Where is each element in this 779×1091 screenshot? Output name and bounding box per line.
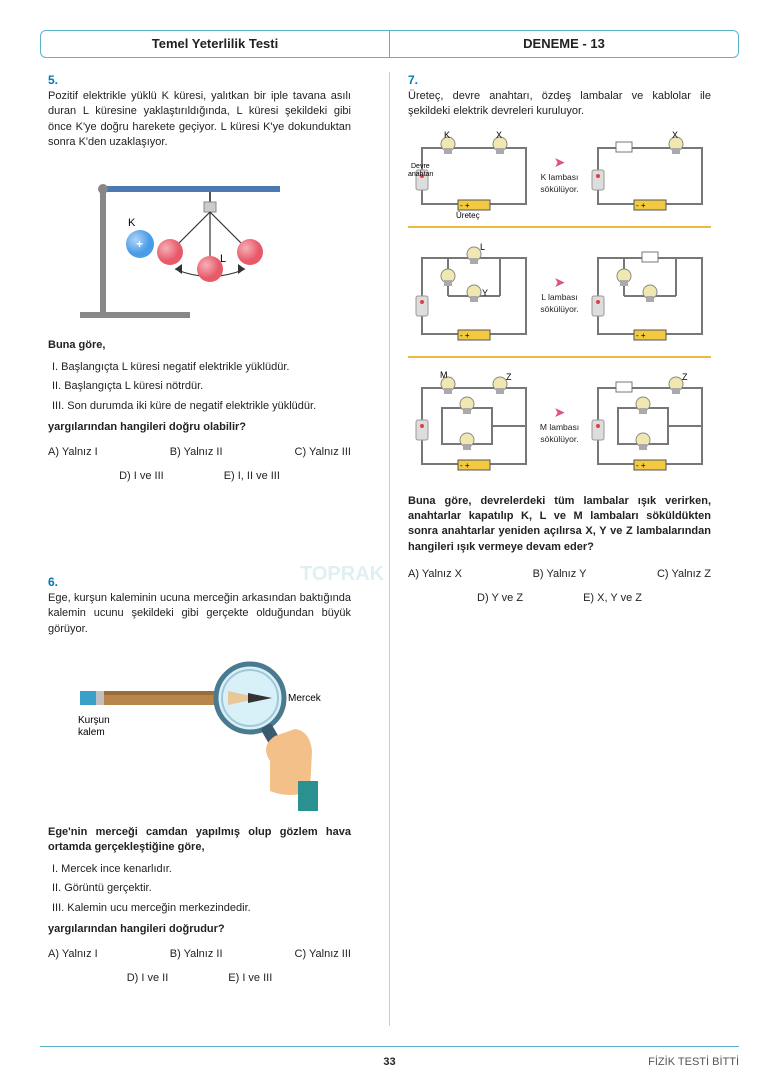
svg-text:Devre: Devre — [411, 163, 430, 170]
q5-figure: + K L — [48, 164, 351, 324]
arrow-icon: ➤ — [535, 273, 584, 293]
stand-base-icon — [80, 312, 190, 318]
arrow-icon: ➤ — [535, 153, 584, 173]
page-footer: 33 FİZİK TESTİ BİTTİ — [40, 1046, 739, 1070]
svg-text:M: M — [440, 370, 448, 380]
q6-choice-c[interactable]: C) Yalnız III — [295, 947, 351, 962]
q6-statement-3: III. Kalemin ucu merceğin merkezindedir. — [52, 901, 351, 916]
eraser-icon — [80, 691, 96, 705]
q5-choice-a[interactable]: A) Yalnız I — [48, 445, 98, 460]
q5-ask: yargılarından hangileri doğru olabilir? — [48, 420, 351, 435]
header-left-title: Temel Yeterlilik Testi — [41, 31, 390, 57]
page-header: Temel Yeterlilik Testi DENEME - 13 — [40, 30, 739, 58]
q6-choice-e[interactable]: E) I ve III — [228, 971, 272, 986]
svg-text:Y: Y — [482, 288, 488, 298]
circuit-row-3: M Z - + ➤ M lambası sökülüyor. — [408, 370, 711, 480]
question-number: 6. — [48, 574, 66, 591]
arrow-icon: ➤ — [535, 403, 584, 423]
q7-choice-c[interactable]: C) Yalnız Z — [657, 567, 711, 582]
q7-lead: Buna göre, devrelerdeki tüm lambalar ışı… — [408, 494, 711, 556]
question-text: Ege, kurşun kaleminin ucuna merceğin ark… — [48, 591, 351, 637]
question-6: 6. Ege, kurşun kaleminin ucuna merceğin … — [48, 574, 371, 986]
circuit-row-2: L Y - + ➤ L lambası sökülüyor. — [408, 240, 711, 350]
ball-l-left-icon — [157, 239, 183, 265]
top-bar-icon — [100, 186, 280, 192]
q5-statement-3: III. Son durumda iki küre de negatif ele… — [52, 399, 351, 414]
transition-3: M lambası sökülüyor. — [535, 422, 584, 446]
svg-text:X: X — [496, 130, 502, 140]
q5-choice-d[interactable]: D) I ve III — [119, 469, 164, 484]
q6-lead: Ege'nin merceği camdan yapılmış olup göz… — [48, 825, 351, 856]
transition-2: L lambası sökülüyor. — [535, 292, 584, 316]
svg-text:- +: - + — [636, 461, 646, 470]
ferrule-icon — [96, 691, 104, 705]
svg-text:anahtarı: anahtarı — [408, 171, 434, 178]
circuit-mz-before: M Z - + — [408, 370, 535, 480]
page-number: 33 — [383, 1055, 395, 1070]
pencil-label: Kurşun — [78, 715, 110, 726]
q5-choice-c[interactable]: C) Yalnız III — [295, 445, 351, 460]
q6-choice-a[interactable]: A) Yalnız I — [48, 947, 98, 962]
q7-choice-b[interactable]: B) Yalnız Y — [533, 567, 587, 582]
circuit-kx-before: K X Devreanahtarı - + Üreteç — [408, 130, 535, 220]
transition-1: K lambası sökülüyor. — [535, 172, 584, 196]
svg-text:L: L — [480, 242, 485, 252]
lens-label: Mercek — [288, 693, 322, 704]
circuit-kx-after: X - + — [584, 130, 711, 220]
divider-icon — [408, 356, 711, 360]
q7-choice-a[interactable]: A) Yalnız X — [408, 567, 462, 582]
pivot-box-icon — [204, 202, 216, 212]
question-text: Pozitif elektrikle yüklü K küresi, yalıt… — [48, 89, 351, 151]
svg-text:Üreteç: Üreteç — [456, 211, 480, 220]
q6-choice-d[interactable]: D) I ve II — [127, 971, 169, 986]
q6-statement-1: I. Mercek ince kenarlıdır. — [52, 862, 351, 877]
stand-pole-icon — [100, 189, 106, 314]
q7-choice-d[interactable]: D) Y ve Z — [477, 591, 523, 606]
q6-statement-2: II. Görüntü gerçektir. — [52, 881, 351, 896]
q5-statement-1: I. Başlangıçta L küresi negatif elektrik… — [52, 360, 351, 375]
question-text: Üreteç, devre anahtarı, özdeş lambalar v… — [408, 89, 711, 120]
question-number: 7. — [408, 72, 426, 89]
svg-text:- +: - + — [636, 201, 646, 210]
svg-text:- +: - + — [460, 201, 470, 210]
q5-choice-e[interactable]: E) I, II ve III — [224, 469, 280, 484]
svg-text:- +: - + — [636, 331, 646, 340]
svg-text:+: + — [136, 237, 143, 251]
footer-right-text: FİZİK TESTİ BİTTİ — [648, 1055, 739, 1070]
label-k: K — [128, 217, 136, 229]
question-7: 7. Üreteç, devre anahtarı, özdeş lambala… — [408, 72, 731, 606]
svg-text:- +: - + — [460, 461, 470, 470]
svg-text:- +: - + — [460, 331, 470, 340]
circuit-ly-before: L Y - + — [408, 240, 535, 350]
q5-choice-b[interactable]: B) Yalnız II — [170, 445, 223, 460]
q6-choice-b[interactable]: B) Yalnız II — [170, 947, 223, 962]
header-right-title: DENEME - 13 — [390, 31, 738, 57]
question-number: 5. — [48, 72, 66, 89]
q6-ask: yargılarından hangileri doğrudur? — [48, 922, 351, 937]
divider-icon — [408, 226, 711, 230]
label-l: L — [220, 253, 226, 265]
svg-text:Z: Z — [682, 372, 688, 382]
svg-text:kalem: kalem — [78, 727, 105, 738]
q6-figure: Kurşun kalem Mercek — [48, 651, 351, 811]
question-5: 5. Pozitif elektrikle yüklü K küresi, ya… — [48, 72, 371, 484]
q5-statement-2: II. Başlangıçta L küresi nötrdür. — [52, 379, 351, 394]
circuit-ly-after: - + — [584, 240, 711, 350]
svg-text:Z: Z — [506, 372, 512, 382]
circuit-mz-after: Z - + — [584, 370, 711, 480]
q5-lead: Buna göre, — [48, 338, 351, 353]
svg-text:X: X — [672, 130, 678, 140]
clamp-icon — [98, 184, 108, 194]
circuit-row-1: K X Devreanahtarı - + Üreteç ➤ K lambası… — [408, 130, 711, 220]
q7-choice-e[interactable]: E) X, Y ve Z — [583, 591, 642, 606]
ball-l-right-icon — [237, 239, 263, 265]
svg-text:K: K — [444, 130, 450, 140]
